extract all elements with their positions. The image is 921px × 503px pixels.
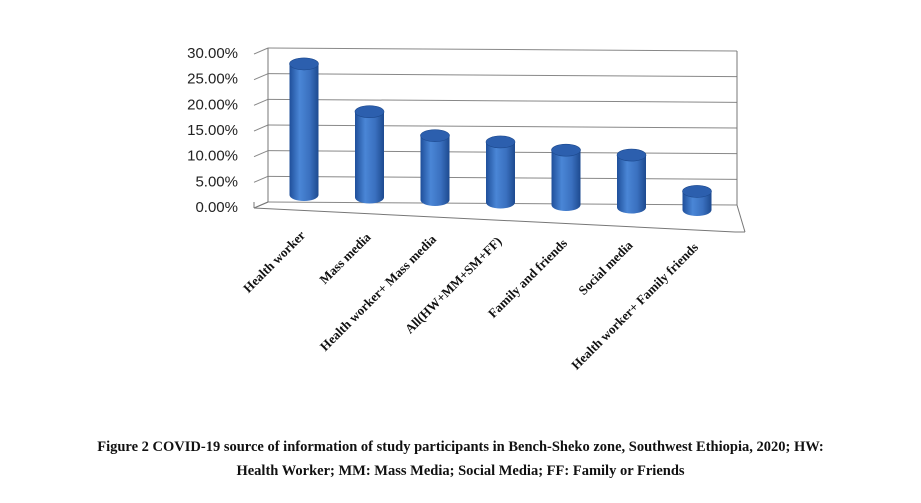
bar-top [551, 143, 581, 157]
y-tick-label: 15.00% [187, 122, 238, 139]
bar-top [354, 105, 385, 118]
bar [551, 143, 581, 211]
bar-top [420, 129, 450, 142]
bar-body [486, 141, 515, 209]
y-tick-label: 30.00% [187, 45, 238, 62]
x-tick-label: Mass media [316, 229, 374, 287]
y-tick-label: 20.00% [187, 96, 238, 113]
gridline-side [253, 124, 269, 132]
y-tick-label: 25.00% [187, 71, 238, 88]
gridline-side [253, 175, 269, 183]
y-tick-label: 10.00% [187, 148, 238, 165]
bar-body [551, 150, 581, 211]
axis-line [736, 204, 746, 233]
axes: 0.00% 5.00% 10.00% 15.00% 20.00% 25.00% 30.00% [187, 45, 746, 233]
gridline-side [253, 73, 269, 81]
bar-body [682, 191, 712, 216]
bar [485, 135, 516, 209]
bar-body [420, 135, 450, 207]
gridline-side [253, 47, 269, 55]
bar [289, 57, 319, 201]
gridline [267, 124, 738, 129]
bar-top [289, 57, 319, 71]
bar [682, 185, 712, 216]
bar [354, 105, 385, 204]
bar-body [289, 63, 319, 201]
x-tick-label: Health worker+ Mass media [317, 231, 440, 354]
axis-line [253, 207, 736, 233]
y-tick-label: 5.00% [195, 173, 238, 190]
caption-line-1: Figure 2 COVID-19 source of information … [97, 439, 824, 455]
bar-top [682, 185, 712, 198]
gridline [267, 98, 738, 103]
x-tick-label: Health worker [240, 227, 308, 295]
bars [289, 57, 712, 216]
bar-chart: 0.00% 5.00% 10.00% 15.00% 20.00% 25.00% 30.00%… [187, 45, 746, 373]
y-tick-label: 0.00% [195, 199, 238, 216]
gridline-side [253, 150, 269, 158]
bar-top [616, 148, 647, 162]
gridline-side [253, 98, 269, 106]
bar-top [485, 135, 516, 149]
x-tick-label: Social media [575, 237, 636, 298]
bar [616, 148, 647, 214]
x-tick-label: Health worker+ Family friends [568, 240, 701, 373]
bar-body [617, 155, 646, 214]
gridline [267, 73, 738, 78]
gridline [267, 47, 738, 52]
bar-body [355, 111, 384, 204]
figure-caption: Figure 2 COVID-19 source of information … [20, 435, 901, 483]
caption-line-2: Health Worker; MM: Mass Media; Social Me… [236, 463, 685, 479]
axis-line [253, 201, 269, 209]
bar [420, 129, 450, 207]
